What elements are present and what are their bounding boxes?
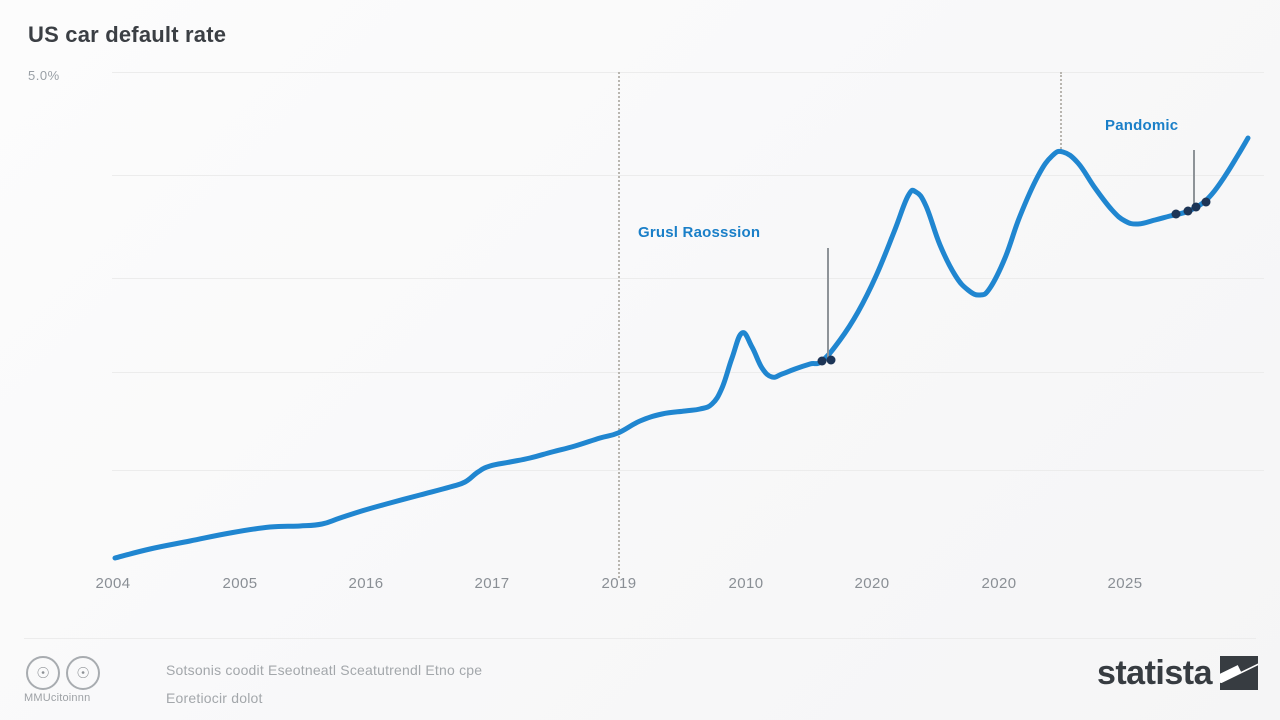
gridline <box>112 470 1264 471</box>
attribution-icon: ☉ <box>66 656 100 690</box>
gridline <box>112 72 1264 73</box>
x-axis-tick-label: 2020 <box>854 575 890 592</box>
license-badges: ☉ ☉ <box>26 656 136 690</box>
data-point-marker <box>1171 209 1181 219</box>
data-point-marker <box>826 355 836 365</box>
annotation-label: Grusl Raosssion <box>638 224 761 241</box>
creative-commons-icon: ☉ <box>26 656 60 690</box>
y-axis-unit-label: 5.0% <box>28 68 60 83</box>
license-caption: MMUcitoinnn <box>24 692 91 704</box>
gridline <box>112 278 1264 279</box>
data-point-marker <box>1183 206 1193 216</box>
line-series-svg <box>112 135 1251 561</box>
source-text-line-1: Sotsonis coodit Eseotneatl Sceatutrendl … <box>166 662 483 678</box>
reference-line <box>1060 72 1062 152</box>
gridline <box>112 372 1264 373</box>
footer-divider <box>24 638 1256 639</box>
x-axis-labels: 2004 2005 2016 2017 2019 2010 2020 2020 2025 <box>0 575 1280 605</box>
x-axis-tick-label: 2005 <box>222 575 258 592</box>
page-title: US car default rate <box>28 22 227 47</box>
x-axis-tick-label: 2025 <box>1107 575 1143 592</box>
statista-logo-mark <box>1220 656 1258 690</box>
annotation-leader-line <box>827 248 829 360</box>
source-text-line-2: Eoretiocir dolot <box>166 690 263 706</box>
x-axis-tick-label: 2004 <box>95 575 131 592</box>
line-series-path <box>112 135 1251 561</box>
x-axis-tick-label: 2017 <box>474 575 510 592</box>
gridline <box>112 175 1264 176</box>
statista-wordmark: statista <box>1096 654 1213 692</box>
x-axis-tick-label: 2016 <box>348 575 384 592</box>
plot-area: Grusl Raosssion Pandomic 2004 2005 2016 2017… <box>96 72 1264 592</box>
data-point-marker <box>817 356 827 366</box>
annotation-label: Pandomic <box>1105 117 1179 134</box>
annotation-leader-line <box>1193 150 1195 207</box>
x-axis-tick-label: 2010 <box>728 575 764 592</box>
data-point-marker <box>1191 202 1201 212</box>
x-axis-tick-label: 2019 <box>601 575 637 592</box>
data-point-marker <box>1201 197 1211 207</box>
x-axis-tick-label: 2020 <box>981 575 1017 592</box>
statista-logo[interactable]: statista <box>1097 656 1258 690</box>
reference-line <box>618 72 620 578</box>
footer: ☉ ☉ MMUcitoinnn Sotsonis coodit Eseotneat… <box>0 638 1280 720</box>
